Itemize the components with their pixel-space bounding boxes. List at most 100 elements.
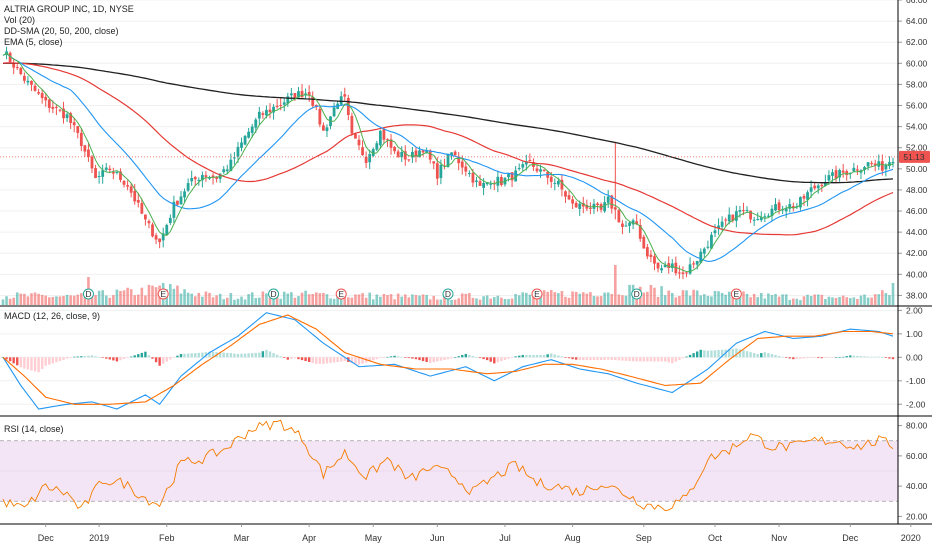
candle [72,122,76,126]
volume-bar [727,291,731,305]
macd-histogram-bar [560,356,564,358]
volume-bar [375,294,379,305]
candle [55,106,58,108]
macd-histogram-bar [521,354,524,358]
macd-histogram-bar [781,356,784,358]
macd-histogram-bar [891,357,895,360]
rsi-panel[interactable] [0,419,898,512]
candle [482,182,485,188]
volume-bar [144,295,147,305]
ema-line [2,52,894,273]
macd-histogram-bar [663,357,667,362]
volume-bar [418,295,421,305]
volume-bar [891,283,895,305]
volume-bar [314,292,318,305]
volume-bar [614,265,617,305]
volume-bar [816,294,820,305]
macd-histogram-bar [179,354,183,358]
volume-bar [343,294,347,305]
candle [681,272,685,274]
candle [450,152,453,156]
macd-histogram-bar [806,357,809,359]
candle [186,183,190,191]
candle [176,200,179,205]
volume-bar [347,297,350,305]
volume-bar [115,289,119,305]
volume-bar [770,295,774,305]
macd-panel[interactable] [0,309,898,410]
volume-bar [23,293,26,305]
macd-histogram-bar [304,357,307,362]
volume-bar [243,299,247,305]
candle [12,62,16,68]
volume-bar [863,294,866,305]
volume-bar [517,295,521,305]
volume-bar [759,293,763,305]
macd-histogram-bar [756,354,759,358]
macd-histogram-bar [307,357,311,362]
volume-bar [30,293,33,305]
volume-bar [820,294,824,305]
macd-histogram-bar [870,356,873,358]
candle [496,176,500,186]
volume-bar [211,297,215,305]
macd-histogram-bar [799,357,802,359]
macd-histogram-bar [571,357,574,360]
macd-histogram-bar [83,355,87,358]
volume-bar [47,297,51,305]
macd-histogram-bar [528,354,532,358]
volume-bar [478,299,482,305]
candle [44,96,48,101]
macd-histogram-bar [379,357,382,359]
macd-histogram-bar [532,354,535,358]
macd-histogram-bar [582,357,585,361]
volume-bar [172,288,176,305]
volume-bar [265,293,268,305]
volume-bar [443,294,446,305]
macd-histogram-bar [37,357,40,373]
candle [58,109,62,111]
candle [635,221,639,224]
macd-histogram-bar [877,356,880,358]
macd-histogram-bar [443,357,446,360]
volume-bar [201,296,204,305]
volume-bar [795,298,799,305]
volume-bar [471,297,475,305]
candle [645,247,649,257]
macd-histogram-bar [450,357,453,359]
candle [567,195,571,200]
macd-histogram-bar [692,353,695,358]
macd-histogram-bar [745,351,749,358]
volume-bar [713,290,717,305]
candle [891,161,895,164]
volume-bar [247,294,250,305]
macd-histogram-bar [653,357,656,362]
macd-histogram-bar [475,357,478,358]
macd-histogram-bar [849,355,852,358]
volume-bar [475,298,478,305]
macd-histogram-bar [471,355,475,358]
macd-histogram-bar [703,350,706,358]
volume-bar [411,294,414,305]
price-panel[interactable]: D E D E D E D E 51.13 [0,0,930,305]
volume-bar [574,291,578,305]
candle [624,225,628,227]
volume-bar [208,292,211,305]
candle [15,67,19,69]
volume-bar [542,290,546,305]
candle [638,225,642,239]
volume-bar [777,296,781,305]
volume-bar [151,285,154,305]
macd-histogram-bar [788,357,791,359]
candle [471,172,475,183]
volume-bar [539,293,542,305]
macd-histogram-bar [603,357,606,360]
candle [788,204,792,209]
macd-histogram-bar [372,357,375,361]
volume-bar [610,293,614,305]
price-axis-tick: 60.00 [906,58,928,68]
volume-bar [268,297,272,305]
candle [802,195,806,199]
volume-bar [656,297,660,305]
volume-bar [503,299,507,305]
